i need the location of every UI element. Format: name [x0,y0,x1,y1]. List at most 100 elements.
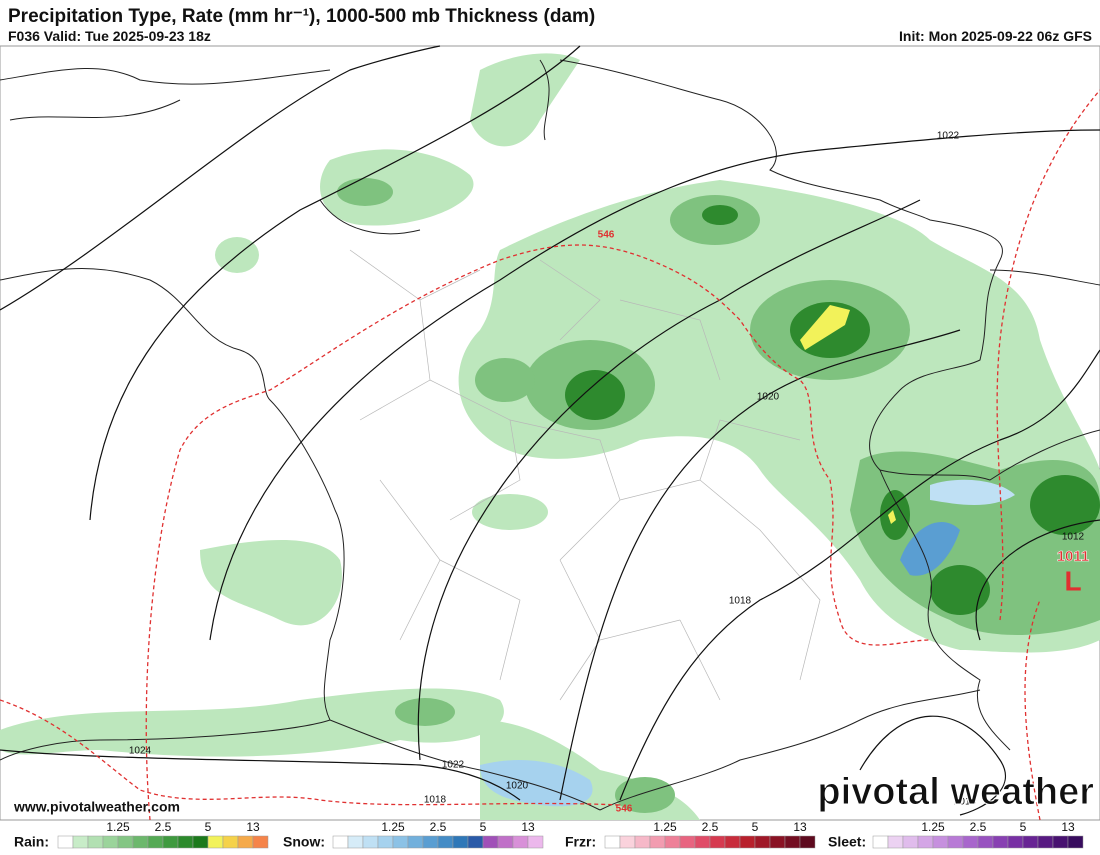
legend-swatch [192,835,209,849]
legend-label: Frzr: [565,834,596,850]
legend-tick: 2.5 [430,820,447,834]
legend-label: Sleet: [828,834,866,850]
legend-tick: 2.5 [970,820,987,834]
legend-swatch [784,835,801,849]
legend-label: Snow: [283,834,325,850]
legend-tick: 1.25 [653,820,677,834]
legend-tick: 5 [480,820,487,834]
legend-tick: 13 [521,820,535,834]
legend-swatch [1052,835,1069,849]
isobar-label: 1020 [757,392,780,403]
low-symbol: L [1064,565,1081,596]
legend-tick: 13 [793,820,807,834]
legend-swatch [237,835,254,849]
watermark: pivotal weather [817,771,1094,813]
isobar-label: 1020 [506,781,529,792]
legend-swatch [497,835,514,849]
legend-swatch [132,835,149,849]
isobar-label: 1012 [1062,532,1085,543]
department-borders [349,249,821,701]
legend-swatch [347,835,364,849]
legend-swatch [1007,835,1024,849]
legend-swatch [422,835,439,849]
legend-swatch [1037,835,1054,849]
legend: Rain: 1.25 2.5 5 13 Snow: 1.25 2.5 5 13 Frzr: 1.25 2… [14,820,1084,850]
legend-swatch [57,835,74,849]
legend-swatch [102,835,119,849]
legend-swatch [902,835,919,849]
legend-tick: 5 [752,820,759,834]
coastline-south [599,689,981,811]
legend-swatch [769,835,786,849]
isobar-label: 1024 [129,746,152,757]
isobar-label: 1014 [954,797,977,808]
legend-tick: 5 [1020,820,1027,834]
legend-swatch [634,835,651,849]
legend-swatch [962,835,979,849]
legend-swatch [117,835,134,849]
legend-swatch [482,835,499,849]
legend-swatch [392,835,409,849]
isobar-label: 1022 [442,760,465,771]
legend-swatch [1067,835,1084,849]
thickness-label: 546 [598,230,615,241]
legend-swatch [917,835,934,849]
legend-swatch [207,835,224,849]
isobar-label: 1018 [729,596,752,607]
legend-swatch [177,835,194,849]
legend-swatch [619,835,636,849]
legend-swatch [332,835,349,849]
isobar-label: 1022 [937,131,960,142]
country-borders [329,59,1100,811]
legend-tick: 13 [246,820,260,834]
legend-swatch [992,835,1009,849]
legend-swatch [377,835,394,849]
legend-swatch [407,835,424,849]
rain-very-heavy [888,510,896,524]
site-url: www.pivotalweather.com [13,799,180,815]
init-time: Init: Mon 2025-09-22 06z GFS [899,28,1092,44]
legend-swatch [362,835,379,849]
isobar-label: 1018 [424,795,447,806]
legend-tick: 2.5 [702,820,719,834]
legend-swatch [604,835,621,849]
legend-swatch [467,835,484,849]
legend-swatch [437,835,454,849]
legend-swatch [87,835,104,849]
thickness-label: 546 [616,804,633,815]
legend-swatch [887,835,904,849]
legend-swatch [252,835,269,849]
legend-tick: 2.5 [155,820,172,834]
legend-swatch [679,835,696,849]
map-title: Precipitation Type, Rate (mm hr⁻¹), 1000… [8,6,595,27]
legend-swatch [512,835,529,849]
legend-swatch [147,835,164,849]
legend-label: Rain: [14,834,49,850]
legend-swatch [649,835,666,849]
legend-swatch [754,835,771,849]
legend-swatch [709,835,726,849]
legend-swatch [977,835,994,849]
rain-very-heavy [800,305,850,350]
legend-swatch [72,835,89,849]
legend-tick: 1.25 [381,820,405,834]
legend-swatch [1022,835,1039,849]
legend-tick: 5 [205,820,212,834]
legend-swatch [872,835,889,849]
valid-time: F036 Valid: Tue 2025-09-23 18z [8,28,211,44]
legend-swatch [222,835,239,849]
legend-swatch [799,835,816,849]
legend-swatch [162,835,179,849]
legend-tick: 1.25 [106,820,130,834]
legend-swatch [932,835,949,849]
legend-swatch [664,835,681,849]
legend-tick: 1.25 [921,820,945,834]
legend-swatch [947,835,964,849]
legend-swatch [694,835,711,849]
map: 1022 1020 1018 1024 1022 1020 1018 1012 … [0,45,1100,821]
legend-swatch [452,835,469,849]
legend-swatch [527,835,544,849]
low-pressure: 1011 [1057,548,1090,565]
thickness-contours [0,89,1100,821]
